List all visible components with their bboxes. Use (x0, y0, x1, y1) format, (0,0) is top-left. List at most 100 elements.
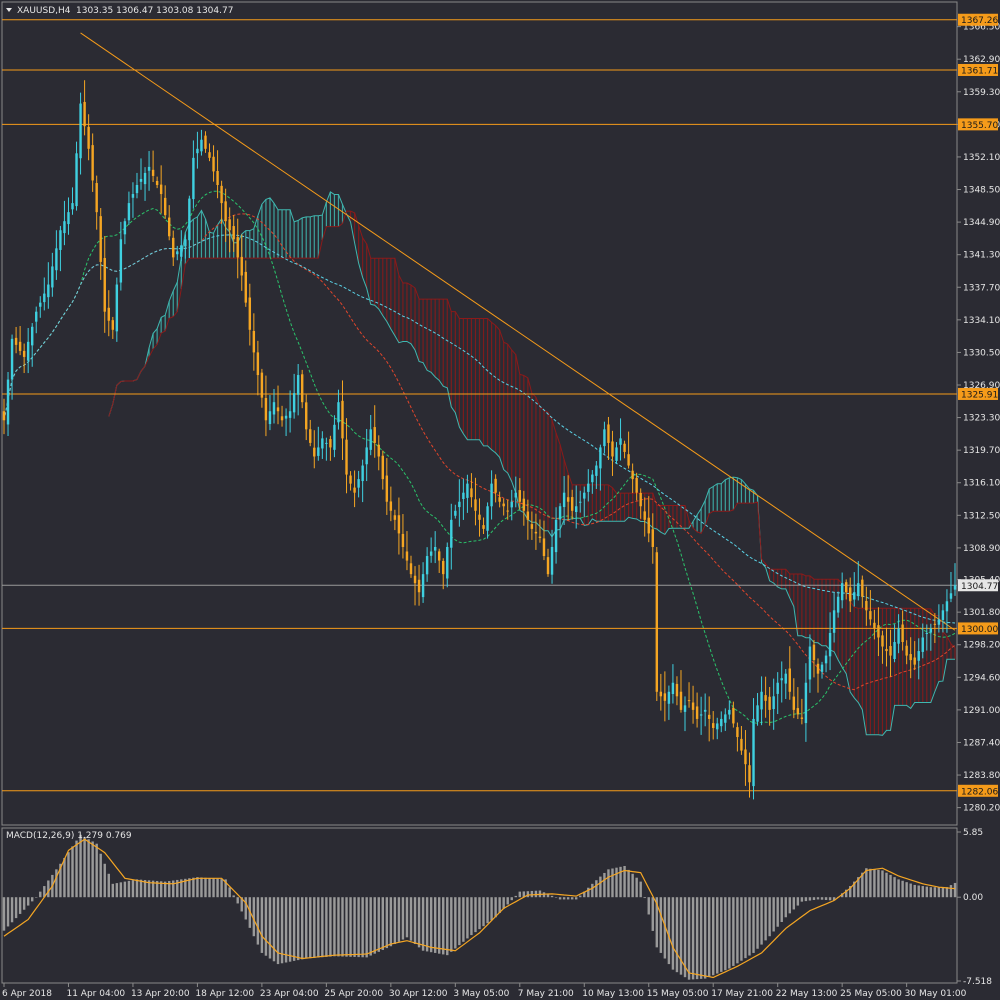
macd-bar (228, 887, 231, 898)
candle-body (220, 185, 223, 204)
candle-body (619, 438, 622, 445)
macd-bar (921, 886, 924, 898)
candle-body (929, 628, 933, 633)
macd-bar (43, 886, 46, 898)
macd-bar (917, 885, 920, 898)
candle-body (421, 574, 425, 598)
candle-body (91, 145, 94, 181)
candle-body (796, 708, 800, 715)
level-price-tag: 1361.71 (958, 63, 998, 76)
dropdown-icon[interactable] (6, 8, 12, 12)
macd-bar (256, 897, 260, 945)
macd-bar (385, 897, 389, 949)
candle-body (268, 411, 272, 425)
macd-bar (377, 897, 380, 952)
candle-body (417, 579, 421, 593)
candle-body (921, 637, 924, 652)
macd-bar (869, 868, 872, 898)
price-tag-label: 1300.00 (961, 625, 998, 635)
candle-body (196, 148, 199, 154)
macd-bar (454, 897, 457, 949)
trendline-group (80, 32, 956, 631)
macd-bar (885, 872, 888, 898)
candle-body (913, 657, 916, 665)
candle-body (123, 221, 127, 235)
macd-bar (595, 880, 598, 898)
macd-axis: 5.85 0.00 -7.518 (957, 828, 992, 987)
price-tag-label: 1367.26 (961, 16, 998, 26)
candle-body (566, 497, 570, 502)
candle-body (514, 492, 517, 498)
macd-bar (522, 891, 526, 898)
candle-body (30, 326, 34, 346)
candle-body (35, 311, 38, 322)
macd-bar (260, 897, 264, 953)
macd-bar (349, 897, 352, 957)
macd-bar (155, 880, 159, 898)
macd-bar (679, 897, 683, 975)
macd-bar (442, 897, 445, 955)
macd-bar (953, 882, 957, 898)
time-axis: 6 Apr 2018 11 Apr 04:00 13 Apr 20:00 18 Apr… (2, 983, 967, 999)
macd-bar (615, 867, 618, 898)
macd-bar (458, 897, 461, 946)
candle-body (83, 101, 86, 127)
candle-body (188, 198, 191, 241)
candle-body (647, 517, 650, 534)
macd-bar (510, 897, 513, 901)
time-tick-label: 17 May 21:00 (711, 989, 773, 999)
macd-bar (224, 879, 227, 898)
macd-bar (804, 897, 808, 902)
macd-bar (409, 897, 413, 941)
candle-body (546, 557, 550, 575)
candle-body (176, 251, 179, 255)
candle-body (607, 424, 610, 443)
macd-bar (720, 897, 723, 972)
macd-bar (95, 843, 98, 898)
ichimoku-cloud (108, 191, 956, 736)
candle-body (442, 561, 445, 575)
macd-bar (437, 897, 441, 954)
candle-body (224, 201, 227, 222)
price-tag-label: 1361.71 (961, 66, 998, 76)
candle-body (462, 492, 465, 500)
candle-body (236, 237, 239, 258)
candle-body (433, 546, 437, 551)
candle-body (764, 695, 767, 701)
macd-bar (272, 897, 276, 962)
candle-body (349, 475, 352, 484)
macd-bar (518, 891, 522, 898)
candle-body (663, 693, 667, 701)
candle-body (510, 501, 513, 508)
macd-bar (176, 879, 179, 898)
candle-body (18, 341, 22, 351)
macd-bar (107, 873, 110, 898)
candle-body (361, 465, 364, 482)
macd-bar (744, 897, 747, 959)
candle-body (526, 511, 530, 520)
macd-bar (353, 897, 356, 957)
candle-body (760, 691, 763, 710)
candle-body (490, 483, 493, 507)
price-tick-label: 1323.30 (963, 414, 1000, 424)
macd-bar (329, 897, 332, 957)
candle-body (522, 498, 526, 511)
candle-body (627, 454, 630, 466)
macd-bar (115, 883, 119, 898)
candle-body (172, 237, 175, 258)
candle-body (534, 531, 538, 534)
candle-body (655, 552, 659, 692)
macd-bar (925, 886, 929, 898)
price-tick-label: 1362.90 (963, 55, 1000, 65)
macd-bar (889, 874, 892, 898)
candle-body (752, 718, 755, 787)
candle-body (377, 444, 380, 457)
macd-bar (381, 897, 384, 950)
macd-bar (55, 869, 58, 898)
candle-body (39, 302, 42, 307)
macd-bar (417, 897, 421, 948)
candle-body (212, 156, 215, 172)
time-tick-label: 18 Apr 12:00 (195, 989, 254, 999)
candle-body (115, 284, 119, 332)
macd-bar (103, 863, 106, 898)
